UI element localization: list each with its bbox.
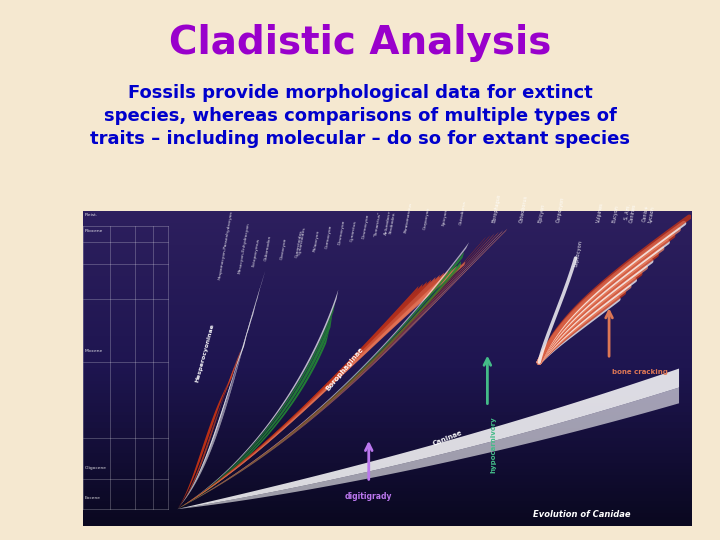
Text: Pliocene: Pliocene <box>85 229 103 233</box>
Polygon shape <box>177 286 261 509</box>
Text: Carpocyon: Carpocyon <box>556 197 565 223</box>
Text: Evolution of Canidae: Evolution of Canidae <box>533 510 631 518</box>
Polygon shape <box>177 252 464 509</box>
Text: Epicyon: Epicyon <box>538 204 546 223</box>
Text: Osteoborus: Osteoborus <box>519 195 528 223</box>
Text: hypocarnivory: hypocarnivory <box>490 416 496 472</box>
Text: Phlaocyon: Phlaocyon <box>313 229 321 252</box>
Polygon shape <box>177 264 462 509</box>
Polygon shape <box>177 330 329 509</box>
Polygon shape <box>177 289 338 509</box>
Text: Cynarctoides: Cynarctoides <box>297 226 306 255</box>
Polygon shape <box>177 284 423 509</box>
Polygon shape <box>177 334 247 509</box>
Text: Otarocyon: Otarocyon <box>279 237 287 260</box>
Text: digitigrady: digitigrady <box>345 492 392 501</box>
Text: Cormocyon: Cormocyon <box>325 224 333 248</box>
Text: "Tomarctus": "Tomarctus" <box>374 211 382 238</box>
Text: Borophagus: Borophagus <box>492 193 502 223</box>
Polygon shape <box>177 275 440 509</box>
Polygon shape <box>177 228 508 509</box>
Polygon shape <box>177 281 427 509</box>
Text: Hespamocyon-Paraenhydrocyon: Hespamocyon-Paraenhydrocyon <box>217 211 234 280</box>
Polygon shape <box>177 237 486 509</box>
Text: Vulpines: Vulpines <box>595 202 604 223</box>
Polygon shape <box>177 279 431 509</box>
Polygon shape <box>177 302 336 509</box>
Polygon shape <box>177 235 490 509</box>
Polygon shape <box>177 318 252 509</box>
Polygon shape <box>177 349 241 509</box>
Text: Hesperocyoninae: Hesperocyoninae <box>194 323 215 383</box>
Polygon shape <box>177 271 265 509</box>
Text: Desmocyon: Desmocyon <box>337 220 346 245</box>
Text: Pleist.: Pleist. <box>85 213 98 217</box>
Polygon shape <box>177 286 418 509</box>
Text: Leptocyon: Leptocyon <box>574 240 583 267</box>
Polygon shape <box>177 242 469 509</box>
Text: Oligocene: Oligocene <box>85 465 107 470</box>
Text: Cynarctoides: Cynarctoides <box>294 229 303 258</box>
Polygon shape <box>177 273 444 509</box>
Text: Eucyon: Eucyon <box>611 205 619 223</box>
Polygon shape <box>177 266 457 509</box>
Polygon shape <box>177 261 466 509</box>
Text: Miocene: Miocene <box>85 349 103 353</box>
Text: Desmocyon: Desmocyon <box>361 213 370 239</box>
Polygon shape <box>177 277 436 509</box>
Text: Carpocyon: Carpocyon <box>423 206 431 230</box>
Polygon shape <box>177 315 332 509</box>
Polygon shape <box>177 271 449 509</box>
Polygon shape <box>177 230 503 509</box>
Polygon shape <box>177 302 256 509</box>
Text: Borophaginae: Borophaginae <box>325 346 364 392</box>
Text: Mesocyon-Enhydrocyon: Mesocyon-Enhydrocyon <box>238 222 251 274</box>
Text: Fossils provide morphological data for extinct
species, whereas comparisons of m: Fossils provide morphological data for e… <box>90 84 630 147</box>
Polygon shape <box>177 388 679 509</box>
Text: S. Am.
Canines: S. Am. Canines <box>624 202 637 223</box>
Text: Aelurodon+
Stroboden: Aelurodon+ Stroboden <box>384 209 397 236</box>
Text: Osteoborus: Osteoborus <box>459 200 467 225</box>
Polygon shape <box>177 368 679 509</box>
Text: Cynarctus: Cynarctus <box>350 220 357 242</box>
Text: Cladistic Analysis: Cladistic Analysis <box>168 24 552 62</box>
Polygon shape <box>177 232 499 509</box>
Text: bone cracking: bone cracking <box>612 368 668 375</box>
Polygon shape <box>177 268 453 509</box>
Polygon shape <box>177 381 229 509</box>
Text: Paratomarctus: Paratomarctus <box>404 201 413 233</box>
Polygon shape <box>177 366 235 509</box>
Text: Canis+
Lycaon: Canis+ Lycaon <box>642 204 655 223</box>
Text: Osbornodon: Osbornodon <box>264 234 273 261</box>
Text: Ectopocymus: Ectopocymus <box>252 238 261 267</box>
Polygon shape <box>177 233 495 509</box>
Text: Eocene: Eocene <box>85 496 101 500</box>
Text: Epicyon: Epicyon <box>441 209 449 226</box>
Text: Caninae: Caninae <box>432 429 464 447</box>
Polygon shape <box>177 261 462 509</box>
